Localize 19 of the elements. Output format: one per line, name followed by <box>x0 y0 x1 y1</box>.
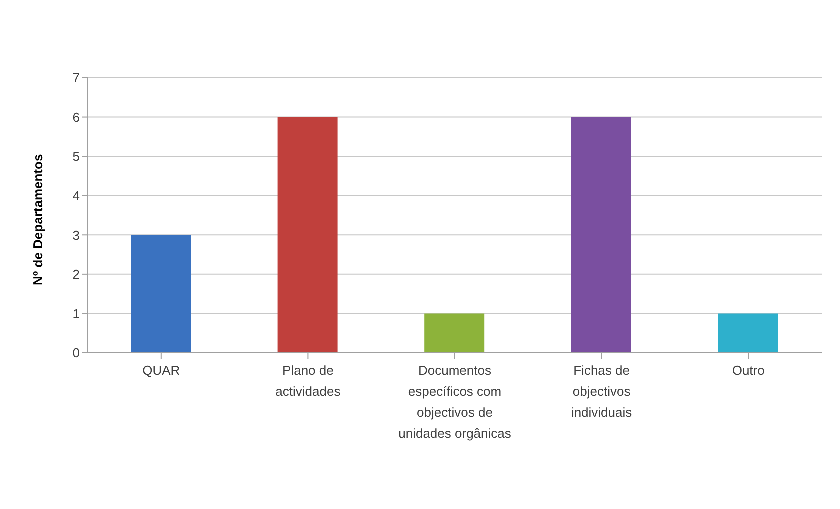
bar <box>571 117 632 353</box>
x-tick-label: Fichas de objectivos individuais <box>571 363 633 420</box>
bar <box>424 314 485 353</box>
y-tick-label: 3 <box>72 228 80 243</box>
bar <box>718 314 778 353</box>
x-tick-label: QUAR <box>142 363 180 378</box>
x-tick-label: Documentos específicos com objectivos de unidades orgânicas <box>398 363 512 441</box>
y-tick-label: 1 <box>72 306 80 322</box>
y-tick-label: 5 <box>72 149 80 164</box>
y-tick-label: 7 <box>72 70 80 86</box>
y-tick-label: 2 <box>72 267 80 282</box>
bar <box>131 235 191 353</box>
y-tick-label: 4 <box>72 188 80 204</box>
x-tick-label: Outro <box>732 363 765 378</box>
y-axis-title: Nº de Departamentos <box>30 154 46 286</box>
y-tick-label: 0 <box>72 346 80 361</box>
x-tick-label: Plano de actividades <box>276 363 342 399</box>
y-tick-label: 6 <box>72 110 80 125</box>
bar <box>278 117 338 353</box>
